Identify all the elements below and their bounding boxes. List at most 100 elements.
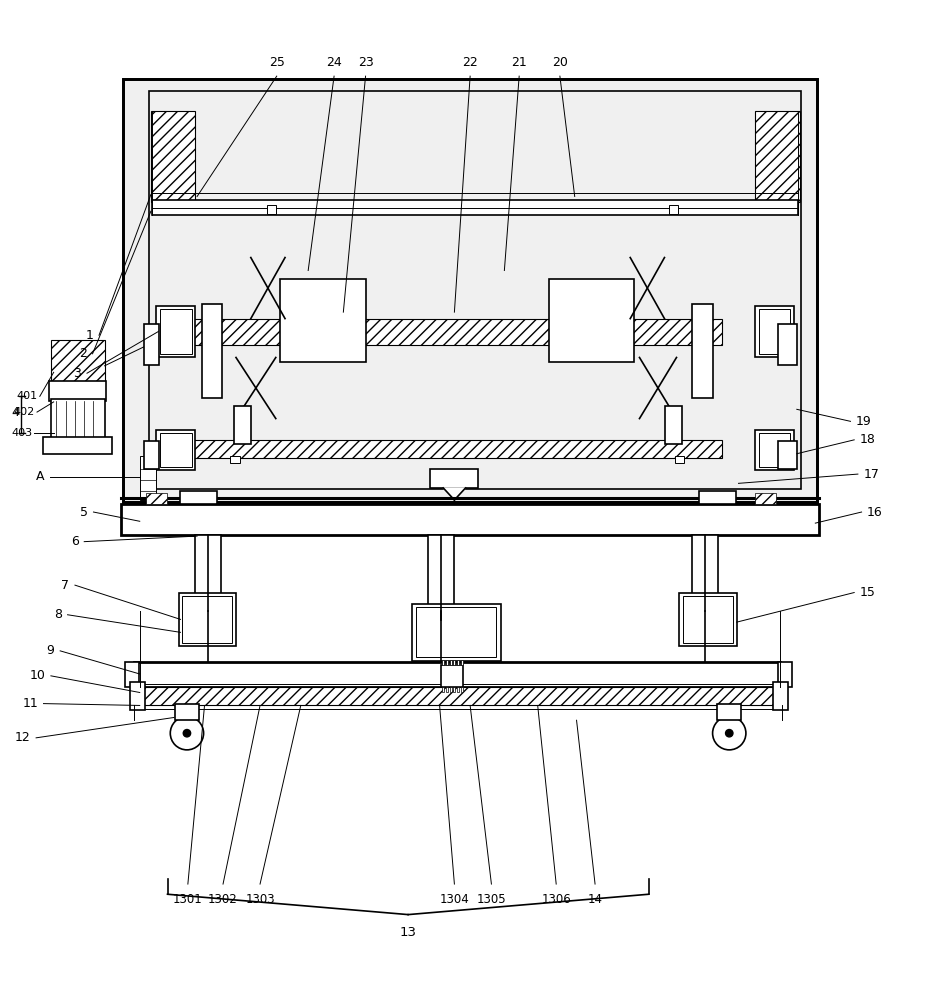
Bar <box>457 687 459 692</box>
Circle shape <box>183 730 191 737</box>
Bar <box>755 306 794 357</box>
Text: 8: 8 <box>54 608 62 621</box>
Bar <box>121 504 819 535</box>
Bar <box>693 535 718 611</box>
Text: 19: 19 <box>856 415 871 428</box>
Text: 23: 23 <box>358 56 373 69</box>
Bar <box>266 205 276 214</box>
Bar <box>137 687 777 705</box>
Bar <box>44 437 112 454</box>
Bar <box>683 596 733 643</box>
Text: 5: 5 <box>80 506 88 519</box>
Circle shape <box>208 432 219 443</box>
Bar <box>123 79 817 502</box>
Bar <box>698 491 735 504</box>
Bar <box>151 111 196 202</box>
Bar <box>778 662 792 687</box>
Text: 1305: 1305 <box>477 893 506 906</box>
Bar <box>51 340 104 384</box>
Bar <box>680 593 736 646</box>
Bar <box>666 406 682 444</box>
Bar <box>146 493 167 504</box>
Bar <box>193 319 722 345</box>
Text: A: A <box>36 470 45 483</box>
Text: 25: 25 <box>269 56 285 69</box>
Bar <box>412 604 501 661</box>
Bar <box>416 607 496 657</box>
Bar <box>280 279 366 362</box>
Text: 22: 22 <box>463 56 478 69</box>
Bar <box>759 433 790 467</box>
Bar <box>134 662 780 687</box>
Text: 16: 16 <box>867 506 883 519</box>
Bar <box>440 665 463 687</box>
Bar <box>759 309 790 354</box>
Text: 401: 401 <box>17 391 38 401</box>
Text: 403: 403 <box>11 428 33 438</box>
Bar <box>778 441 797 469</box>
Text: 1304: 1304 <box>439 893 469 906</box>
Bar <box>461 687 463 692</box>
Polygon shape <box>443 488 466 500</box>
Bar <box>755 430 794 470</box>
Bar <box>152 200 798 215</box>
Bar <box>461 660 463 665</box>
Bar <box>675 456 684 463</box>
Bar <box>442 687 444 692</box>
Bar <box>160 309 192 354</box>
Bar <box>193 440 722 458</box>
Text: 14: 14 <box>587 893 602 906</box>
Bar <box>202 304 223 398</box>
Text: 11: 11 <box>22 697 38 710</box>
Bar <box>196 535 222 611</box>
Bar <box>156 430 196 470</box>
Bar <box>717 704 741 720</box>
Bar <box>446 660 448 665</box>
Bar <box>125 662 139 687</box>
Text: 4: 4 <box>11 406 20 419</box>
Text: 10: 10 <box>30 669 46 682</box>
Text: 1: 1 <box>86 329 93 342</box>
Text: 1306: 1306 <box>541 893 571 906</box>
Bar <box>231 456 239 463</box>
Bar <box>181 491 218 504</box>
Bar <box>453 660 455 665</box>
Bar <box>755 111 800 202</box>
Bar <box>130 682 145 710</box>
Text: 1302: 1302 <box>209 893 238 906</box>
Bar <box>156 306 196 357</box>
Bar <box>428 535 454 620</box>
Bar <box>778 324 797 365</box>
Bar <box>179 593 236 646</box>
Text: 18: 18 <box>859 433 876 446</box>
Bar <box>160 433 192 467</box>
Bar <box>144 441 159 469</box>
Text: 2: 2 <box>79 347 87 360</box>
Bar <box>149 91 801 489</box>
Text: 402: 402 <box>14 407 35 417</box>
Bar <box>450 660 452 665</box>
Bar <box>430 469 479 488</box>
Bar <box>51 399 104 440</box>
Bar <box>123 79 817 502</box>
Text: 20: 20 <box>552 56 568 69</box>
Bar <box>446 687 448 692</box>
Text: 1301: 1301 <box>173 893 203 906</box>
Bar <box>442 660 444 665</box>
Bar <box>548 279 634 362</box>
Text: 12: 12 <box>15 731 31 744</box>
Bar <box>234 406 250 444</box>
Text: 24: 24 <box>326 56 342 69</box>
Bar <box>457 660 459 665</box>
Bar <box>182 596 233 643</box>
Text: 3: 3 <box>74 367 81 380</box>
Bar <box>755 493 776 504</box>
Text: 15: 15 <box>859 586 876 599</box>
Bar <box>669 205 679 214</box>
Circle shape <box>725 730 733 737</box>
Text: 7: 7 <box>61 579 70 592</box>
Bar <box>175 704 199 720</box>
Text: 6: 6 <box>71 535 78 548</box>
Bar <box>453 687 455 692</box>
Bar <box>693 304 712 398</box>
